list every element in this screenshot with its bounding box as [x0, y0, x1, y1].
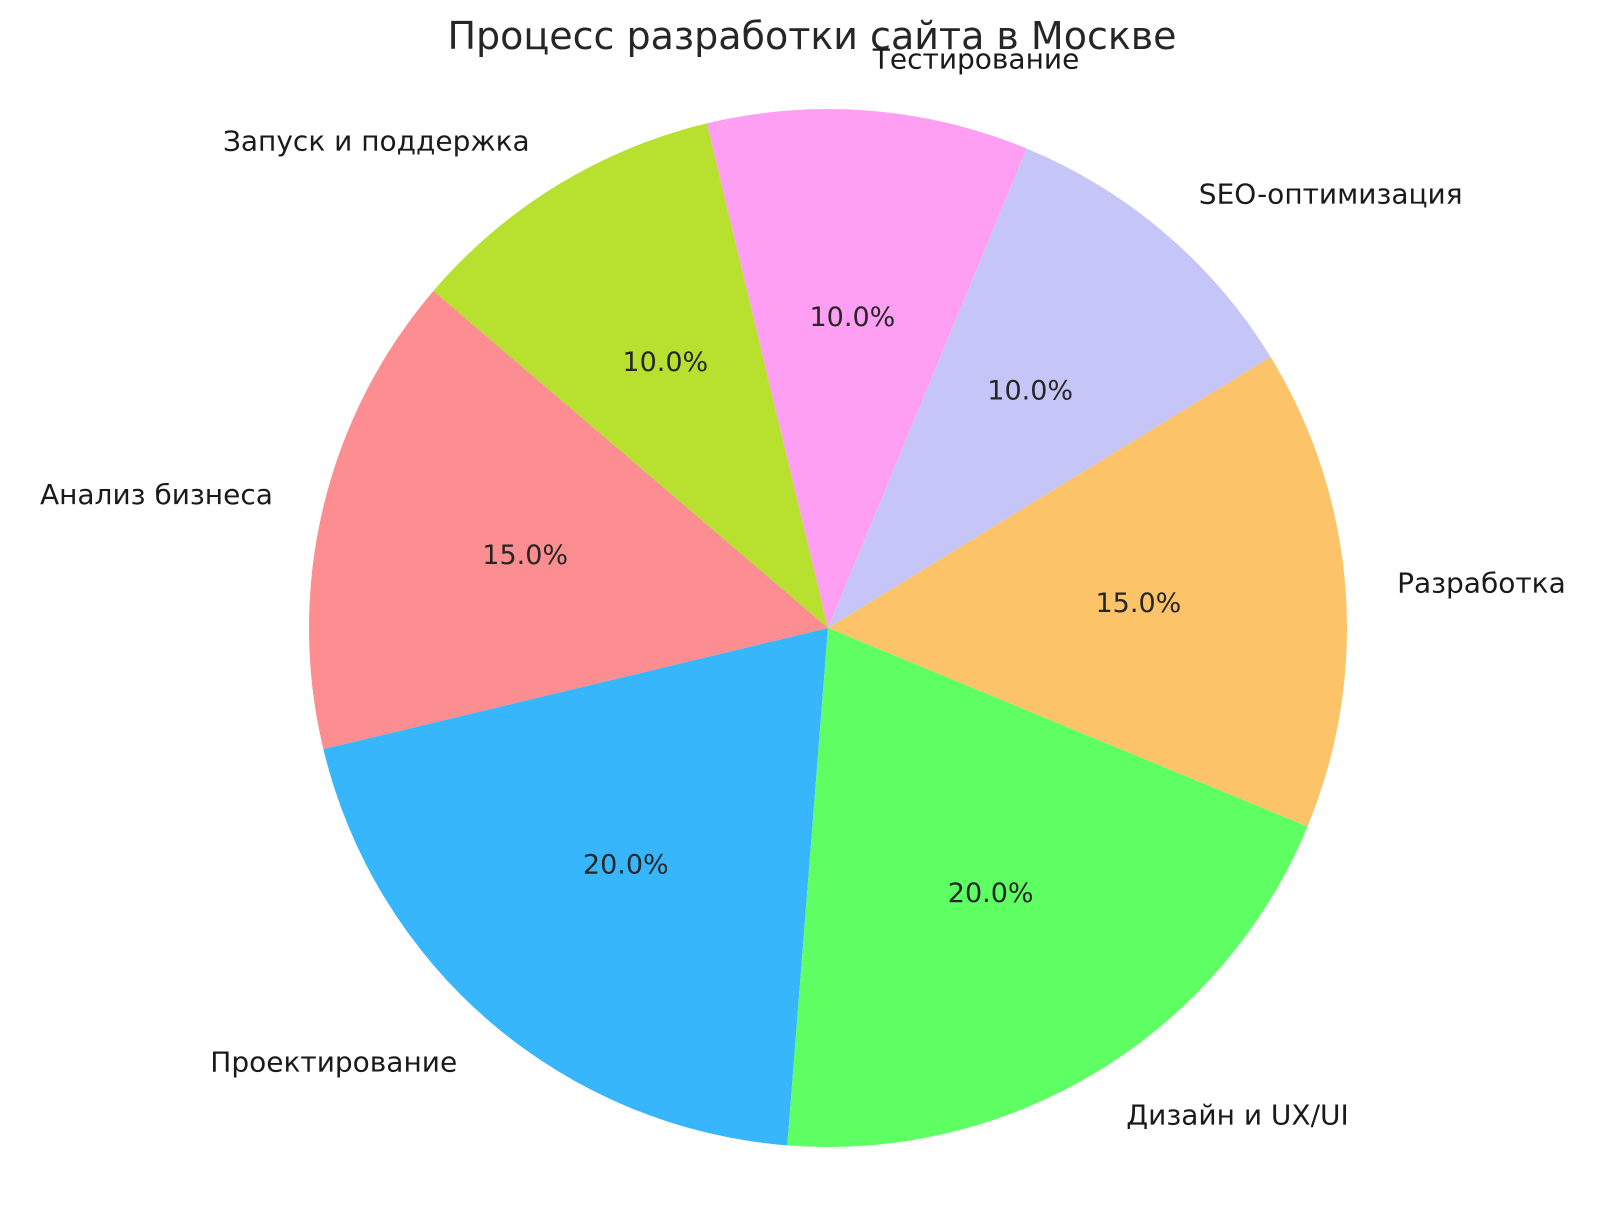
chart-title: Процесс разработки сайта в Москве [447, 14, 1177, 58]
pct-label-0: 15.0% [1096, 588, 1182, 619]
slice-label-0: Разработка [1397, 567, 1566, 600]
pie-slice-3 [433, 123, 828, 628]
pie-slice-1 [828, 148, 1271, 628]
pie-slice-0 [828, 356, 1347, 827]
pct-label-3: 10.0% [622, 347, 708, 378]
slice-label-1: SEO-оптимизация [1199, 177, 1463, 210]
pct-label-6: 20.0% [948, 878, 1034, 909]
pie-slice-5 [323, 628, 828, 1146]
pie-slice-4 [309, 290, 828, 750]
pct-label-5: 20.0% [583, 849, 669, 880]
pie-slice-6 [787, 628, 1308, 1147]
pie-slice-2 [706, 109, 1027, 629]
slice-label-2: Тестирование [872, 42, 1080, 75]
pct-label-4: 15.0% [482, 540, 568, 571]
slice-label-4: Анализ бизнеса [40, 478, 273, 511]
slice-label-5: Проектирование [210, 1046, 457, 1079]
pct-label-2: 10.0% [810, 302, 896, 333]
slice-label-3: Запуск и поддержка [223, 125, 530, 158]
pct-label-1: 10.0% [987, 376, 1073, 407]
slice-label-6: Дизайн и UX/UI [1126, 1098, 1348, 1131]
